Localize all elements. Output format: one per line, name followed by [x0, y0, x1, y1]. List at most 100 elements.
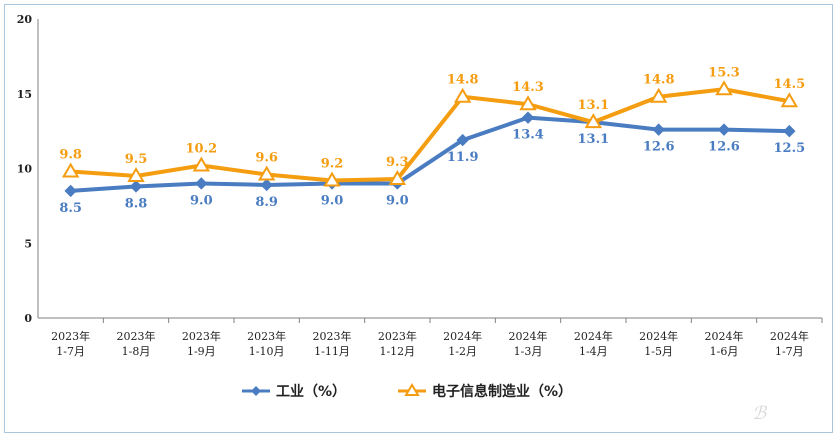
data-label: 14.3 — [512, 80, 544, 95]
x-tick-label: 2024年 1-6月 — [705, 329, 744, 358]
chart-frame — [4, 4, 833, 433]
data-label: 12.6 — [708, 140, 740, 155]
data-label: 12.6 — [643, 140, 675, 155]
data-label: 8.9 — [255, 195, 278, 210]
data-point-diamond — [260, 178, 273, 192]
y-tick-label: 10 — [17, 163, 33, 176]
y-tick-label: 0 — [24, 312, 32, 325]
x-tick-label-period: 1-7月 — [775, 345, 804, 358]
x-tick-label-year: 2023年 — [378, 329, 417, 343]
data-point-triangle — [715, 80, 733, 96]
legend-marker-diamond — [251, 386, 261, 396]
data-label: 12.5 — [773, 141, 805, 156]
x-tick-label-period: 1-7月 — [56, 345, 85, 358]
x-tick-label: 2024年 1-2月 — [443, 329, 482, 358]
legend-marker-triangle — [404, 383, 420, 396]
x-tick-label-year: 2023年 — [247, 329, 286, 343]
x-tick-label-year: 2024年 — [770, 329, 809, 343]
y-tick-label: 15 — [17, 88, 32, 101]
data-label: 15.3 — [708, 65, 740, 80]
data-point-triangle — [780, 92, 799, 108]
data-label: 9.8 — [59, 147, 82, 162]
data-point-triangle — [61, 162, 80, 178]
data-point-diamond — [64, 184, 77, 198]
data-label: 10.2 — [185, 142, 217, 157]
data-point-diamond — [652, 123, 665, 136]
x-tick-label-period: 1-2月 — [448, 345, 477, 358]
x-tick-label: 2024年 1-4月 — [574, 329, 613, 358]
x-tick-label-period: 1-8月 — [122, 345, 151, 358]
data-point-triangle — [519, 95, 537, 111]
x-tick-label-year: 2024年 — [443, 329, 482, 343]
x-tick-label-year: 2023年 — [313, 329, 352, 343]
data-point-triangle — [127, 166, 145, 182]
series-2: 9.8 9.5 10.2 9.6 9.2 9.3 14.8 14.3 13.1 14.8 15.3 1… — [59, 65, 805, 187]
x-tick-label: 2023年 1-7月 — [51, 329, 90, 358]
data-point-diamond — [717, 123, 731, 136]
data-label: 13.4 — [512, 128, 544, 143]
data-label: 9.3 — [386, 155, 409, 170]
x-tick-label: 2023年 1-8月 — [117, 329, 156, 358]
x-tick-label-period: 1-5月 — [644, 345, 673, 358]
legend-item-2: 电子信息制造业（%） — [398, 383, 572, 400]
series-line — [68, 87, 792, 183]
y-tick-label: 5 — [24, 237, 32, 250]
data-label: 14.8 — [643, 73, 675, 88]
x-tick-label: 2023年 1-9月 — [182, 329, 221, 358]
data-label: 8.5 — [59, 201, 82, 216]
data-label: 11.9 — [447, 150, 479, 165]
x-tick-label-year: 2023年 — [117, 329, 156, 343]
legend-label: 工业（%） — [276, 384, 346, 400]
data-label: 9.0 — [386, 193, 409, 208]
data-label: 9.0 — [190, 193, 213, 208]
legend-label: 电子信息制造业（%） — [432, 383, 572, 400]
x-tick-label-period: 1-3月 — [514, 345, 543, 358]
data-label: 9.6 — [255, 150, 278, 165]
series-line — [68, 115, 792, 193]
watermark-logo: ℬ — [752, 403, 768, 424]
x-tick-label-period: 1-9月 — [187, 345, 216, 358]
data-label: 14.8 — [447, 73, 479, 88]
x-tick-label: 2024年 1-5月 — [639, 329, 678, 358]
data-point-triangle — [649, 87, 668, 103]
legend: 工业（%） 电子信息制造业（%） — [242, 383, 572, 400]
data-label: 8.8 — [125, 196, 148, 211]
legend-item-1: 工业（%） — [242, 384, 346, 400]
data-point-triangle — [192, 156, 211, 172]
x-tick-label-year: 2024年 — [705, 329, 744, 343]
data-point-triangle — [257, 165, 276, 181]
x-tick-label-period: 1-10月 — [249, 345, 285, 358]
x-tick-label-period: 1-12月 — [379, 345, 415, 358]
x-tick-label: 2023年 1-10月 — [247, 329, 286, 358]
x-tick-label: 2024年 1-7月 — [770, 329, 809, 358]
x-tick-label-period: 1-6月 — [710, 345, 739, 358]
data-point-triangle — [388, 169, 407, 185]
data-point-diamond — [456, 133, 469, 147]
data-point-diamond — [783, 124, 796, 138]
data-label: 9.0 — [321, 193, 344, 208]
y-tick-label: 20 — [17, 13, 33, 26]
data-point-diamond — [129, 180, 143, 193]
x-tick-label-year: 2024年 — [639, 329, 678, 343]
x-tick-label: 2023年 1-12月 — [378, 329, 417, 358]
x-tick-label-year: 2024年 — [574, 329, 613, 343]
x-tick-label: 2023年 1-11月 — [313, 329, 352, 358]
data-point-diamond — [195, 177, 208, 190]
x-tick-label-period: 1-11月 — [314, 345, 350, 358]
x-tick-label-year: 2024年 — [509, 329, 548, 343]
series-layer: 8.5 8.8 9.0 8.9 9.0 9.0 11.9 13.4 13.1 12.6 12.6 12… — [59, 65, 805, 216]
data-label: 9.5 — [125, 152, 148, 167]
data-point-triangle — [584, 113, 603, 129]
data-label: 13.1 — [577, 98, 609, 113]
data-point-triangle — [453, 87, 472, 103]
data-point-diamond — [521, 111, 535, 124]
data-label: 14.5 — [773, 77, 805, 92]
data-point-triangle — [323, 171, 341, 187]
series-1: 8.5 8.8 9.0 8.9 9.0 9.0 11.9 13.4 13.1 12.6 12.6 12… — [59, 111, 805, 216]
x-tick-label-year: 2023年 — [51, 329, 90, 343]
x-tick-label-year: 2023年 — [182, 329, 221, 343]
x-tick-label: 2024年 1-3月 — [509, 329, 548, 358]
data-label: 13.1 — [577, 132, 609, 147]
